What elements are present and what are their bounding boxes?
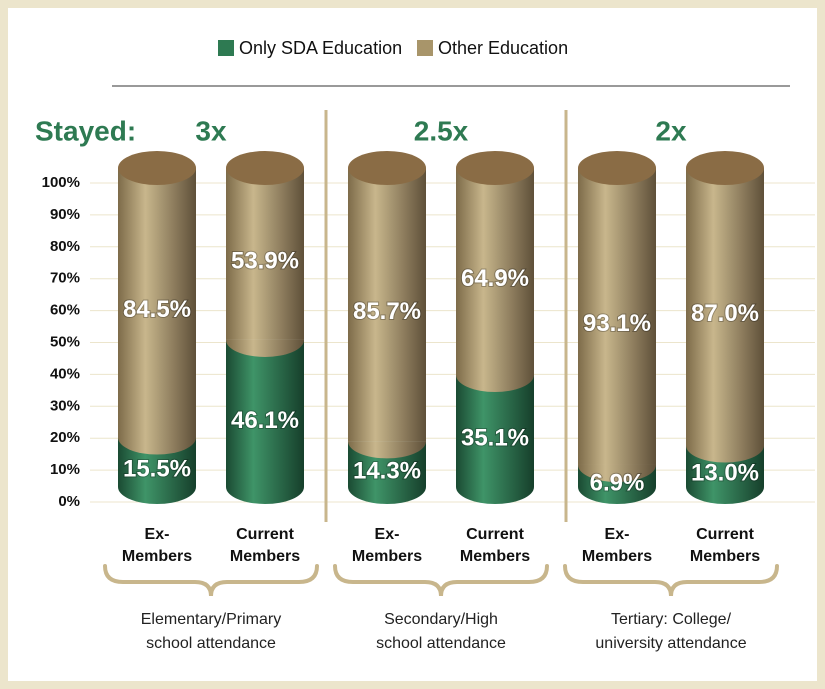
y-tick-label: 30% [50, 397, 80, 414]
segment-edge [578, 464, 656, 482]
legend-swatch [218, 40, 234, 56]
group-brace [333, 564, 549, 597]
stayed-multiplier: 2.5x [414, 115, 469, 146]
bar-segment [578, 168, 656, 465]
value-label: 84.5% [123, 296, 191, 323]
segment-edge [348, 441, 426, 459]
value-label: 85.7% [353, 298, 421, 325]
legend-label: Only SDA Education [239, 38, 402, 58]
y-tick-label: 70% [50, 270, 80, 287]
value-label: 6.9% [590, 469, 645, 496]
y-tick-label: 10% [50, 461, 80, 478]
cylinder-cap [348, 151, 426, 185]
cylinder-cap [686, 151, 764, 185]
x-tick-label: Ex-Members [582, 526, 652, 565]
y-tick-label: 20% [50, 429, 80, 446]
bar-segment [456, 375, 534, 487]
y-tick-label: 0% [58, 493, 80, 510]
cylinder-cap [456, 151, 534, 185]
value-label: 15.5% [123, 456, 191, 483]
group-label: Tertiary: College/university attendance [595, 611, 746, 652]
legend-swatch [417, 40, 433, 56]
legend-label: Other Education [438, 38, 568, 58]
x-tick-label: Ex-Members [122, 526, 192, 565]
y-tick-label: 100% [42, 174, 80, 191]
x-tick-label: Ex-Members [352, 526, 422, 565]
cylinder-cap [226, 151, 304, 185]
value-label: 87.0% [691, 300, 759, 327]
value-label: 35.1% [461, 424, 529, 451]
group-label: Elementary/Primary school attendance [141, 611, 281, 652]
group-brace [103, 564, 319, 597]
bar-segment [226, 339, 304, 487]
stayed-multiplier: 2x [655, 115, 687, 146]
value-label: 93.1% [583, 310, 651, 337]
value-label: 13.0% [691, 460, 759, 487]
y-tick-label: 60% [50, 302, 80, 319]
group-label: Secondary/High school attendance [376, 611, 506, 652]
value-label: 64.9% [461, 265, 529, 292]
segment-edge [226, 339, 304, 357]
x-tick-label: Current Members [460, 526, 530, 565]
value-label: 46.1% [231, 407, 299, 434]
bar-segment [456, 168, 534, 376]
stayed-label: Stayed: [35, 115, 136, 146]
stayed-multiplier: 3x [195, 115, 227, 146]
x-tick-label: Current Members [690, 526, 760, 565]
y-tick-label: 90% [50, 206, 80, 223]
y-tick-label: 80% [50, 238, 80, 255]
group-brace [563, 564, 779, 597]
bar-segment [226, 168, 304, 340]
segment-edge [456, 375, 534, 393]
segment-edge [686, 445, 764, 463]
y-tick-label: 40% [50, 365, 80, 382]
cylinder-cap [578, 151, 656, 185]
bar-segment [348, 168, 426, 442]
value-label: 53.9% [231, 247, 299, 274]
value-label: 14.3% [353, 458, 421, 485]
bar-segment [686, 168, 764, 446]
segment-edge [118, 437, 196, 455]
y-tick-label: 50% [50, 333, 80, 350]
x-tick-label: Current Members [230, 526, 300, 565]
bar-segment [118, 168, 196, 438]
cylinder-cap [118, 151, 196, 185]
